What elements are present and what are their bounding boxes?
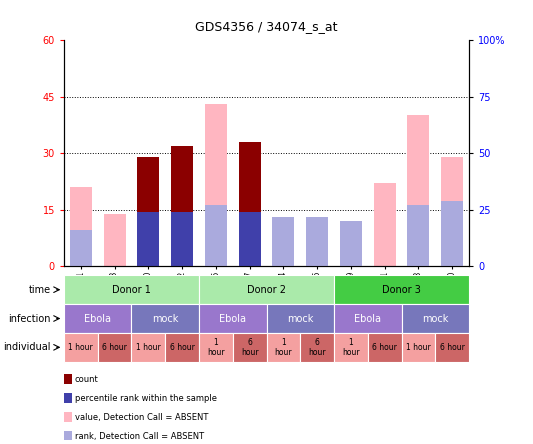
Bar [132,333,165,362]
Bar [205,205,227,266]
Text: 6
hour: 6 hour [308,337,326,357]
Text: 1 hour: 1 hour [406,343,431,352]
Bar [435,333,469,362]
Bar [199,275,334,304]
Bar [441,201,463,266]
Bar [98,333,132,362]
Bar [266,304,334,333]
Bar [374,183,395,266]
Bar [334,275,469,304]
Text: Donor 2: Donor 2 [247,285,286,295]
Bar [171,146,193,266]
Bar [334,304,401,333]
Bar [401,304,469,333]
Bar [334,333,368,362]
Bar [306,236,328,266]
Bar [272,236,294,266]
Bar [165,333,199,362]
Bar [64,275,199,304]
Bar [233,333,266,362]
Bar [272,217,294,266]
Bar [132,304,199,333]
Bar [368,333,401,362]
Text: 1
hour: 1 hour [207,337,225,357]
Bar [407,115,430,266]
Bar [64,374,72,384]
Text: infection: infection [8,313,51,324]
Bar [138,212,159,266]
Bar [64,304,132,333]
Bar [199,304,266,333]
Bar [239,212,261,266]
Text: Ebola: Ebola [219,313,246,324]
Text: 1
hour: 1 hour [274,337,292,357]
Text: Ebola: Ebola [354,313,381,324]
Text: 6 hour: 6 hour [169,343,195,352]
Bar [306,217,328,266]
Bar [103,214,126,266]
Bar [340,236,362,266]
Text: individual: individual [3,342,51,353]
Text: mock: mock [152,313,179,324]
Bar [171,212,193,266]
Text: 1
hour: 1 hour [342,337,360,357]
Text: mock: mock [422,313,448,324]
Text: Ebola: Ebola [84,313,111,324]
Bar [64,333,98,362]
Text: percentile rank within the sample: percentile rank within the sample [75,393,217,403]
Bar [401,333,435,362]
Bar [340,221,362,266]
Bar [266,333,300,362]
Text: mock: mock [287,313,313,324]
Text: 6 hour: 6 hour [440,343,465,352]
Bar [205,104,227,266]
Text: Donor 3: Donor 3 [382,285,421,295]
Text: 1 hour: 1 hour [68,343,93,352]
Text: 6
hour: 6 hour [241,337,259,357]
Text: rank, Detection Call = ABSENT: rank, Detection Call = ABSENT [75,432,204,440]
Bar [441,157,463,266]
Text: GDS4356 / 34074_s_at: GDS4356 / 34074_s_at [195,20,338,33]
Bar [70,187,92,266]
Bar [239,142,261,266]
Bar [407,205,430,266]
Text: value, Detection Call = ABSENT: value, Detection Call = ABSENT [75,412,208,422]
Bar [138,157,159,266]
Bar [300,333,334,362]
Bar [199,333,233,362]
Text: time: time [28,285,51,295]
Bar [64,431,72,441]
Bar [70,230,92,266]
Text: 6 hour: 6 hour [372,343,397,352]
Bar [64,412,72,422]
Bar [64,393,72,403]
Text: 1 hour: 1 hour [136,343,161,352]
Text: 6 hour: 6 hour [102,343,127,352]
Text: count: count [75,375,99,384]
Text: Donor 1: Donor 1 [112,285,151,295]
